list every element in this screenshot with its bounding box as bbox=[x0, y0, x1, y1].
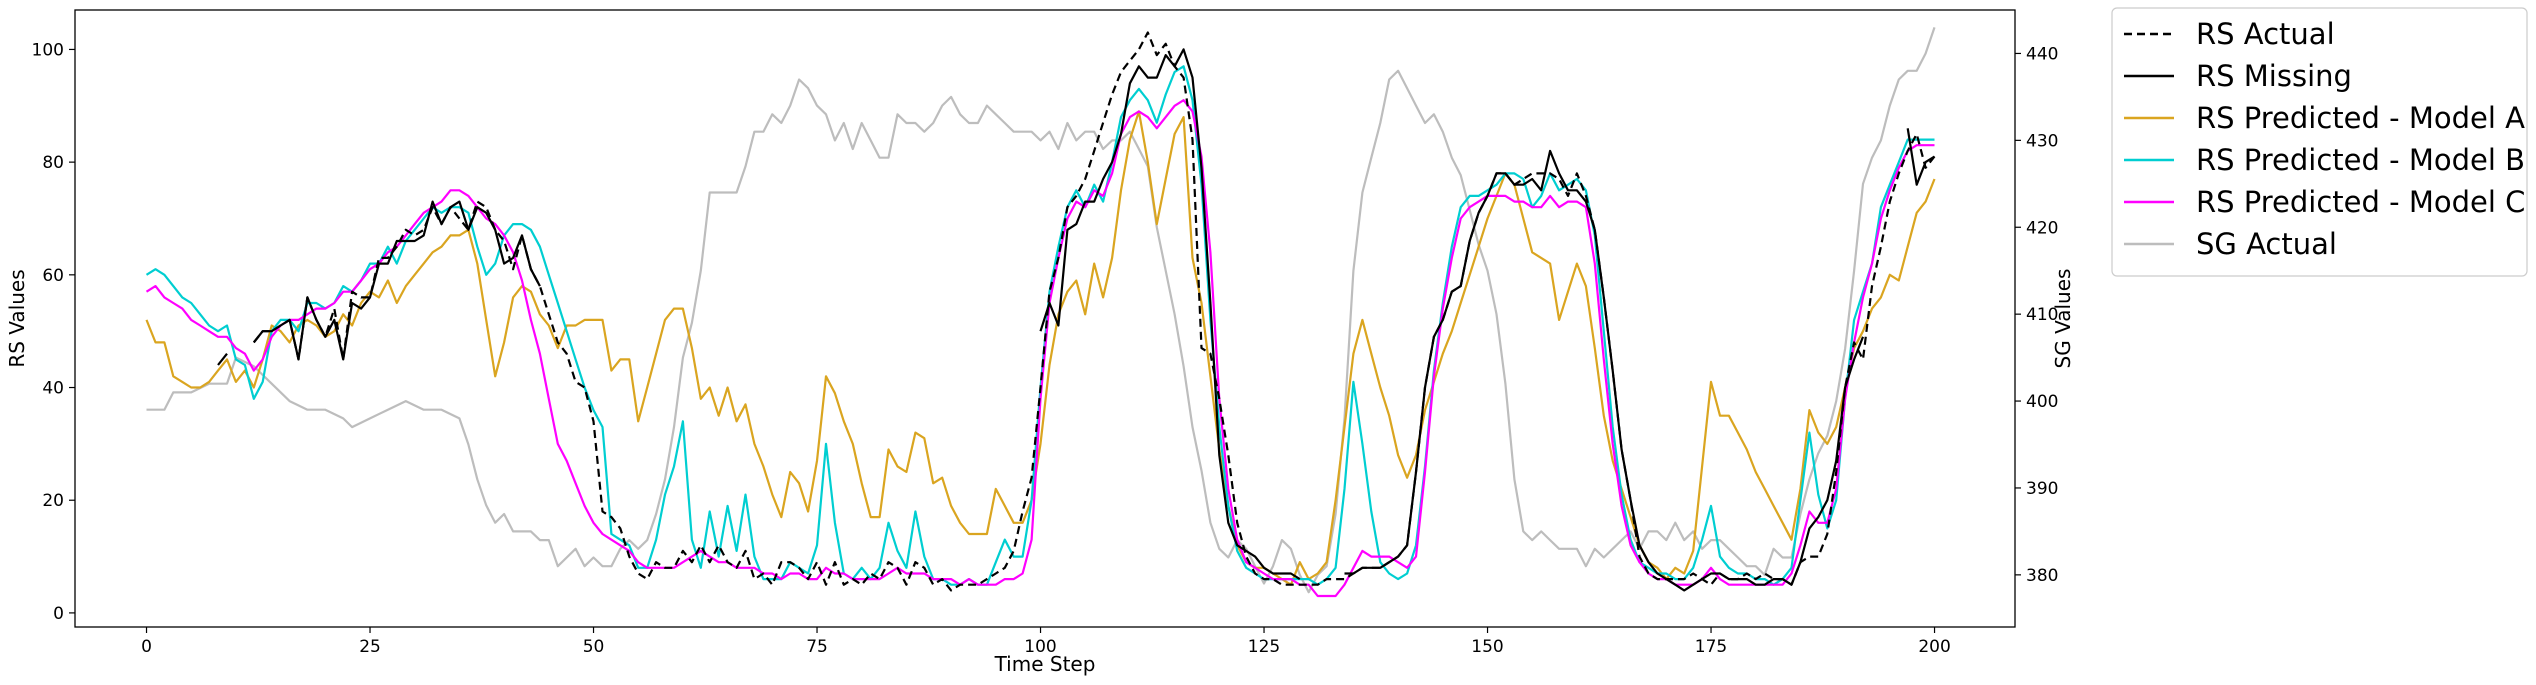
x-axis: 0 25 50 75 100 125 150 175 200 bbox=[141, 627, 1951, 657]
series-line bbox=[217, 353, 228, 366]
y-tick-label: 60 bbox=[42, 266, 64, 286]
x-tick-label: 0 bbox=[141, 637, 152, 657]
y-axis-right: 380 390 400 410 420 430 440 bbox=[2015, 44, 2058, 586]
y2-tick-label: 410 bbox=[2026, 305, 2058, 325]
series-line bbox=[1344, 149, 1865, 592]
y-tick-label: 0 bbox=[53, 604, 64, 624]
legend-label: RS Actual bbox=[2196, 17, 2335, 51]
legend-label: RS Predicted - Model A bbox=[2196, 101, 2525, 135]
series-rs-predicted-model-c bbox=[145, 99, 1935, 598]
y2-tick-label: 380 bbox=[2026, 566, 2058, 586]
y2-tick-label: 430 bbox=[2026, 131, 2058, 151]
series-line bbox=[252, 31, 1936, 592]
x-axis-title: Time Step bbox=[994, 652, 1096, 676]
x-tick-label: 25 bbox=[359, 637, 381, 657]
legend-label: RS Predicted - Model C bbox=[2196, 185, 2525, 219]
y2-axis-title: SG Values bbox=[2051, 269, 2075, 369]
legend-label: RS Predicted - Model B bbox=[2196, 143, 2525, 177]
legend-label: SG Actual bbox=[2196, 227, 2337, 261]
y2-tick-label: 400 bbox=[2026, 392, 2058, 412]
legend-item: RS Missing bbox=[2124, 59, 2352, 93]
series-line bbox=[1906, 128, 1936, 186]
x-tick-label: 150 bbox=[1471, 637, 1503, 657]
legend-item: SG Actual bbox=[2124, 227, 2337, 261]
series-line bbox=[1039, 48, 1301, 581]
series-rs-missing bbox=[217, 48, 1936, 592]
x-tick-label: 175 bbox=[1695, 637, 1727, 657]
series-rs-predicted-model-b bbox=[145, 65, 1935, 586]
x-tick-label: 125 bbox=[1248, 637, 1280, 657]
legend-box bbox=[2111, 7, 2528, 277]
legend-label: RS Missing bbox=[2196, 59, 2352, 93]
legend: RS Actual RS Missing RS Predicted - Model … bbox=[2111, 7, 2528, 277]
x-tick-label: 75 bbox=[806, 637, 828, 657]
series-line bbox=[146, 27, 1936, 594]
x-tick-label: 100 bbox=[1024, 637, 1056, 657]
legend-item: RS Predicted - Model A bbox=[2124, 101, 2525, 135]
series-line bbox=[145, 99, 1935, 598]
series-line bbox=[145, 65, 1935, 586]
series-line bbox=[145, 110, 1936, 586]
y2-tick-label: 440 bbox=[2026, 44, 2058, 64]
y2-tick-label: 420 bbox=[2026, 218, 2058, 238]
y-axis-title: RS Values bbox=[5, 269, 29, 367]
y-tick-label: 20 bbox=[42, 491, 64, 511]
plot-frame bbox=[74, 9, 2016, 628]
series-sg-actual bbox=[146, 27, 1936, 594]
y2-tick-label: 390 bbox=[2026, 479, 2058, 499]
series-rs-predicted-model-a bbox=[145, 110, 1936, 586]
legend-item: RS Predicted - Model C bbox=[2124, 185, 2525, 219]
x-tick-label: 200 bbox=[1918, 637, 1950, 657]
series-layer bbox=[145, 27, 1936, 598]
y-tick-label: 40 bbox=[42, 379, 64, 399]
x-tick-label: 50 bbox=[583, 637, 605, 657]
series-rs-actual bbox=[252, 31, 1936, 592]
legend-item: RS Actual bbox=[2124, 17, 2335, 51]
legend-item: RS Predicted - Model B bbox=[2124, 143, 2525, 177]
y-axis-left: 0 20 40 60 80 100 bbox=[32, 40, 75, 624]
y-tick-label: 80 bbox=[42, 153, 64, 173]
y-tick-label: 100 bbox=[32, 40, 64, 60]
